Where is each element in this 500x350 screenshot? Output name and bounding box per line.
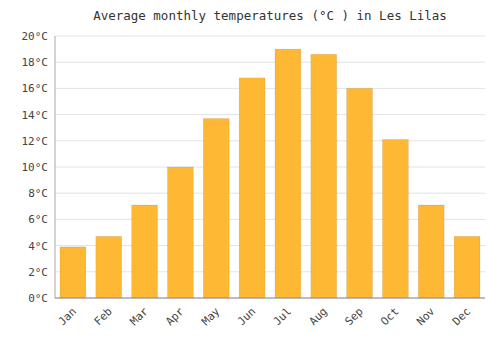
y-tick-label: 16°C [22, 82, 49, 95]
x-tick-label: Jul [271, 305, 294, 328]
x-tick-label: Apr [163, 305, 187, 329]
y-tick-label: 6°C [28, 213, 48, 226]
y-tick-label: 10°C [22, 161, 49, 174]
x-axis-line [55, 298, 485, 299]
x-tick-label: May [199, 305, 223, 329]
chart-svg: Average monthly temperatures (°C ) in Le… [0, 0, 500, 350]
grid-line [55, 114, 485, 115]
chart-container: Average monthly temperatures (°C ) in Le… [0, 0, 500, 350]
grid-line [55, 88, 485, 89]
y-tick-label: 0°C [28, 292, 48, 305]
bar [275, 49, 301, 298]
y-grid [55, 36, 485, 298]
bar [203, 119, 229, 298]
bar [60, 247, 86, 298]
x-tick-label: Oct [378, 305, 401, 328]
y-tick-label: 20°C [22, 30, 49, 43]
grid-line [55, 193, 485, 194]
grid-line [55, 36, 485, 37]
bar [311, 54, 337, 298]
y-tick-label: 14°C [22, 109, 49, 122]
grid-line [55, 140, 485, 141]
y-tick-label: 12°C [22, 135, 49, 148]
y-tick-label: 18°C [22, 56, 49, 69]
x-tick-label: Jun [235, 305, 258, 328]
grid-line [55, 62, 485, 63]
y-axis-line [55, 36, 56, 298]
bar [96, 236, 122, 298]
bar [239, 78, 265, 298]
y-tick-label: 8°C [28, 187, 48, 200]
bar [418, 205, 444, 298]
bar [347, 88, 373, 298]
grid-line [55, 298, 485, 299]
bars [60, 49, 480, 298]
grid-line [55, 167, 485, 168]
x-tick-label: Nov [414, 305, 438, 329]
bar [168, 167, 194, 298]
x-tick-label: Mar [127, 305, 151, 329]
bar [132, 205, 158, 298]
chart-title: Average monthly temperatures (°C ) in Le… [93, 8, 447, 23]
y-tick-label: 4°C [28, 240, 48, 253]
bar [454, 236, 480, 298]
y-tick-label: 2°C [28, 266, 48, 279]
bar [383, 139, 409, 298]
x-tick-label: Feb [92, 305, 115, 328]
x-tick-label: Aug [307, 305, 330, 328]
x-tick-label: Dec [450, 305, 473, 328]
x-tick-label: Sep [342, 305, 365, 328]
x-tick-label: Jan [56, 305, 79, 328]
